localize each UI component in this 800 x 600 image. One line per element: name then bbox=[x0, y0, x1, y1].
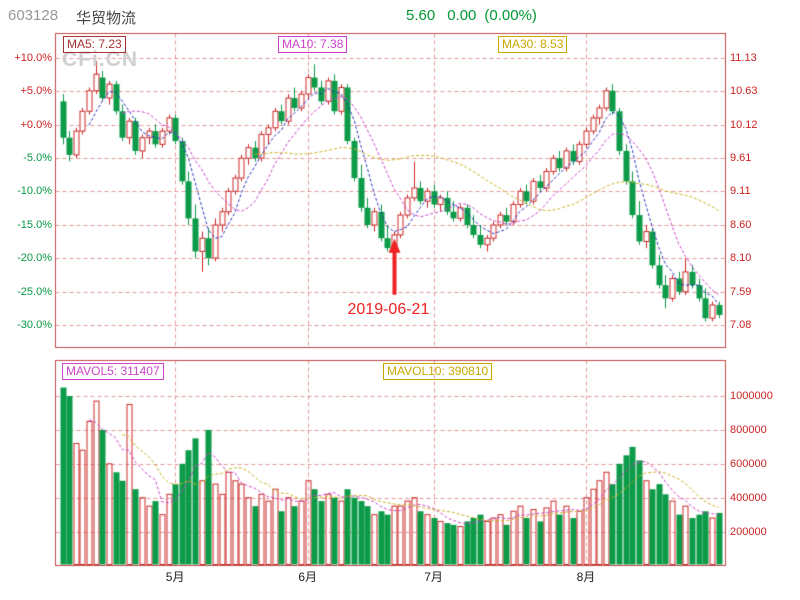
quote-price: 5.60 bbox=[406, 7, 436, 24]
ma30-label: MA30: 8.53 bbox=[498, 36, 568, 53]
annotation-date: 2019-06-21 bbox=[347, 300, 430, 318]
watermark: CFi.CN bbox=[62, 48, 138, 71]
ma5-label: MA5: 7.23 bbox=[63, 36, 126, 53]
stock-code: 603128 bbox=[8, 7, 59, 24]
quote-change-pct: (0.00%) bbox=[484, 7, 537, 24]
mavol5-label: MAVOL5: 311407 bbox=[62, 363, 164, 380]
stock-quote: 5.60 0.00 (0.00%) bbox=[406, 7, 537, 24]
stock-name: 华贸物流 bbox=[76, 10, 137, 27]
quote-change: 0.00 bbox=[447, 7, 477, 24]
mavol10-label: MAVOL10: 390810 bbox=[383, 363, 493, 380]
ma10-label: MA10: 7.38 bbox=[278, 36, 348, 53]
